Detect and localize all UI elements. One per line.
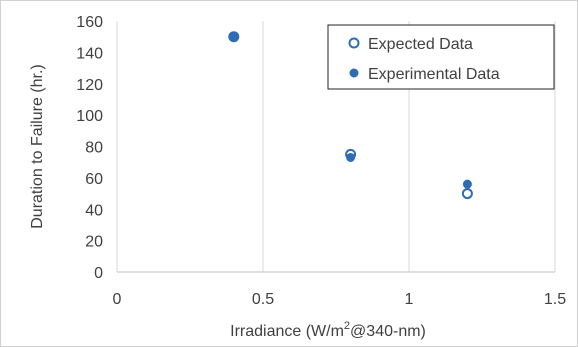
y-tick-label: 60 [85,171,103,188]
y-tick-labels: 0 20 40 60 80 100 120 140 160 [76,14,103,282]
y-tick-label: 80 [85,140,103,157]
legend-label: Experimental Data [368,66,500,83]
legend-marker [350,39,359,48]
y-tick-label: 140 [76,45,103,62]
y-tick-label: 0 [94,265,103,282]
experimental-point [230,33,238,41]
x-tick-label: 1 [405,291,414,308]
x-tick-label: 0.5 [252,291,274,308]
y-axis-label: Duration to Failure (hr.) [29,64,46,229]
legend-marker [350,69,358,77]
y-tick-label: 120 [76,77,103,94]
x-tick-label: 0 [113,291,122,308]
x-axis-label: Irradiance (W/m2@340-nm) [230,320,426,340]
experimental-point [463,180,471,188]
x-tick-labels: 0 0.5 1 1.5 [113,291,567,308]
y-tick-label: 160 [76,14,103,31]
legend-label: Expected Data [368,36,473,53]
y-tick-label: 20 [85,234,103,251]
y-tick-label: 40 [85,202,103,219]
experimental-point [347,153,355,161]
x-tick-label: 1.5 [544,291,566,308]
expected-point [463,189,472,198]
legend: Expected Data Experimental Data [328,25,554,89]
y-tick-label: 100 [76,108,103,125]
